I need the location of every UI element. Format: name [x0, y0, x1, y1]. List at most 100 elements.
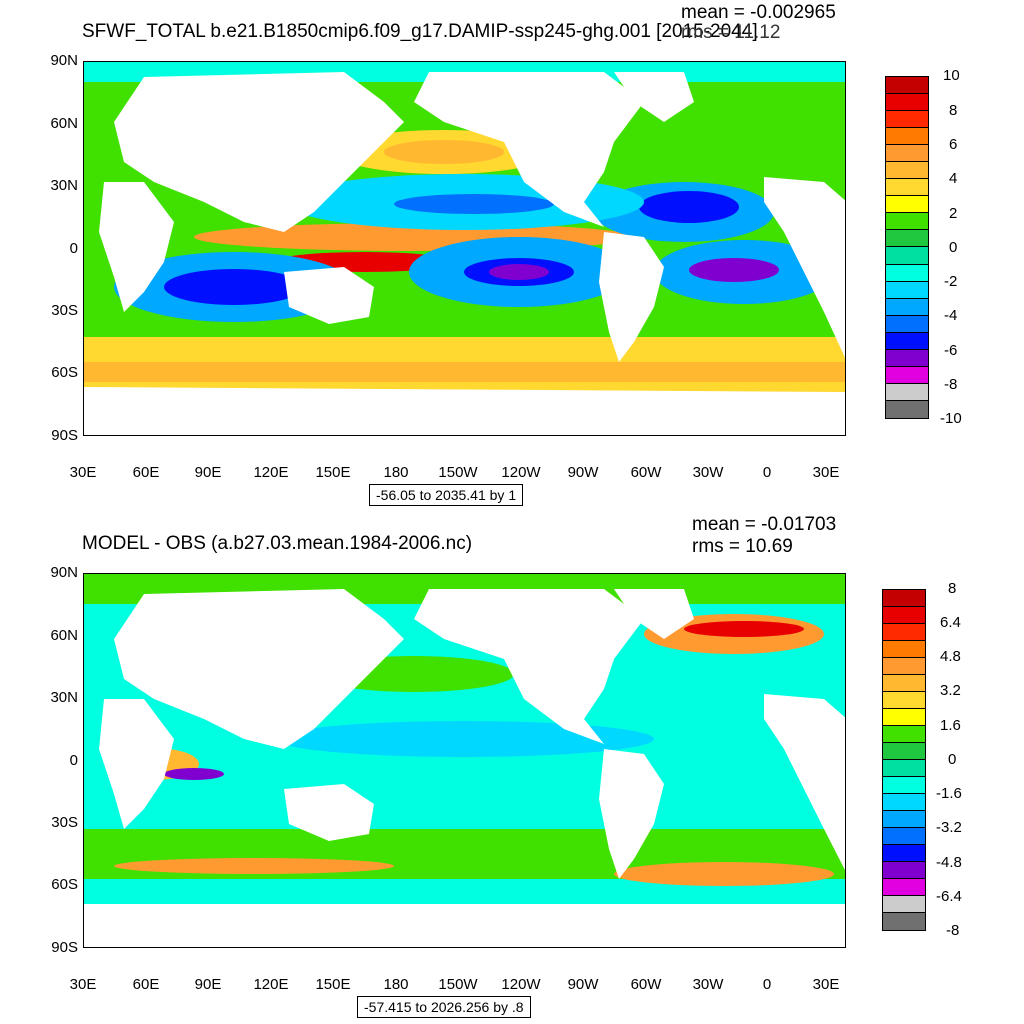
lon-label: 150W: [438, 464, 478, 481]
colorbar-label: -10: [940, 410, 962, 427]
lon-label: 120W: [501, 976, 541, 993]
colorbar-swatch: [883, 913, 925, 930]
colorbar-swatch: [886, 77, 928, 95]
colorbar-swatch: [883, 692, 925, 709]
top-panel: SFWF_TOTAL b.e21.B1850cmip6.f09_g17.DAMI…: [50, 2, 962, 506]
lon-label: 120E: [253, 464, 289, 481]
south-america: [599, 232, 664, 362]
colorbar-label: -8: [944, 376, 958, 393]
colorbar-swatch: [886, 264, 928, 282]
lon-label: 180: [383, 976, 409, 993]
lon-label: 30E: [69, 976, 97, 993]
colorbar-swatch: [886, 94, 928, 112]
colorbar-swatch: [883, 607, 925, 624]
southern-band-inner: [84, 362, 845, 382]
antarctica: [84, 904, 845, 947]
colorbar-swatch: [883, 896, 925, 913]
map-canvas: [84, 574, 845, 947]
colorbar-swatch: [886, 281, 928, 299]
colorbar-swatch: [886, 247, 928, 265]
map-plot: [83, 61, 846, 436]
colorbar-label: -2: [944, 273, 958, 290]
colorbar-label: 4.8: [940, 648, 961, 665]
lat-label: 90S: [51, 939, 78, 956]
lat-label: 30S: [51, 814, 78, 831]
lon-label: 0: [762, 976, 772, 993]
lon-label: 30E: [812, 976, 840, 993]
lat-label: 30N: [50, 177, 78, 194]
colorbar-swatch: [883, 675, 925, 692]
colorbar-swatch: [883, 641, 925, 658]
map-plot: [83, 573, 846, 948]
africa-west: [764, 177, 845, 358]
colorbar-swatch: [886, 179, 928, 197]
colorbar-swatch: [886, 128, 928, 146]
colorbar-swatch: [883, 811, 925, 828]
lon-label: 90E: [194, 976, 222, 993]
colorbar-swatch: [883, 845, 925, 862]
colorbar-swatch: [886, 315, 928, 333]
colorbar-label: -8: [946, 922, 960, 939]
colorbar-swatch: [883, 794, 925, 811]
map-canvas: [84, 62, 845, 435]
south-america: [599, 749, 664, 879]
colorbar-swatch: [883, 726, 925, 743]
lon-label: 60E: [132, 464, 160, 481]
lat-label: 60N: [50, 627, 78, 644]
colorbar-label: -1.6: [936, 785, 962, 802]
lon-label: 30E: [812, 464, 840, 481]
colorbar-label: 0: [949, 239, 958, 256]
range-label: -57.415 to 2026.256 by .8: [357, 996, 531, 1018]
range-label: -56.05 to 2035.41 by 1: [369, 484, 524, 506]
lat-label: 0: [69, 240, 78, 257]
lon-label: 30W: [692, 976, 724, 993]
colorbar-swatch: [883, 862, 925, 879]
greenland: [614, 589, 694, 639]
eurasia: [114, 72, 404, 232]
australia: [284, 267, 374, 324]
africa-west: [764, 694, 845, 871]
south-atlantic-orange: [614, 862, 834, 886]
colorbar-swatch: [886, 162, 928, 180]
lon-label: 150E: [315, 464, 351, 481]
lon-label: 0: [762, 464, 772, 481]
greenland: [614, 72, 694, 122]
lon-label: 150W: [438, 976, 478, 993]
colorbar-swatch: [886, 145, 928, 163]
colorbar-label: 10: [943, 67, 960, 84]
lon-label: 60W: [630, 464, 662, 481]
colorbar-swatch: [883, 828, 925, 845]
rms-label: rms = 11.12: [681, 22, 781, 43]
colorbar-swatch: [886, 213, 928, 231]
colorbar-swatch: [883, 590, 925, 607]
colorbar: [882, 589, 926, 931]
lon-label: 90W: [567, 464, 599, 481]
colorbar-swatch: [886, 230, 928, 248]
colorbar-swatch: [883, 777, 925, 794]
colorbar-swatch: [883, 709, 925, 726]
panel-title: SFWF_TOTAL b.e21.B1850cmip6.f09_g17.DAMI…: [82, 21, 758, 42]
colorbar-swatch: [886, 383, 928, 401]
colorbar-label: -6.4: [936, 888, 962, 905]
colorbar-label: 6.4: [940, 614, 961, 631]
colorbar-label: 4: [949, 170, 958, 187]
colorbar-label: -3.2: [936, 819, 962, 836]
colorbar-swatch: [883, 879, 925, 896]
colorbar-label: 3.2: [940, 682, 961, 699]
colorbar-swatch: [886, 366, 928, 384]
tropical-cyan: [274, 721, 654, 757]
lon-label: 180: [383, 464, 409, 481]
colorbar-label: 6: [949, 136, 958, 153]
colorbar-swatch: [886, 332, 928, 350]
colorbar-label: -4: [944, 307, 958, 324]
colorbar-swatch: [886, 298, 928, 316]
colorbar-swatch: [886, 349, 928, 367]
eurasia: [114, 589, 404, 749]
lon-label: 60W: [630, 976, 662, 993]
lon-label: 90E: [194, 464, 222, 481]
lat-label: 60N: [50, 115, 78, 132]
rms-label: rms = 10.69: [692, 536, 793, 557]
colorbar-label: 0: [948, 751, 957, 768]
lat-label: 60S: [51, 876, 78, 893]
lon-label: 120E: [253, 976, 289, 993]
